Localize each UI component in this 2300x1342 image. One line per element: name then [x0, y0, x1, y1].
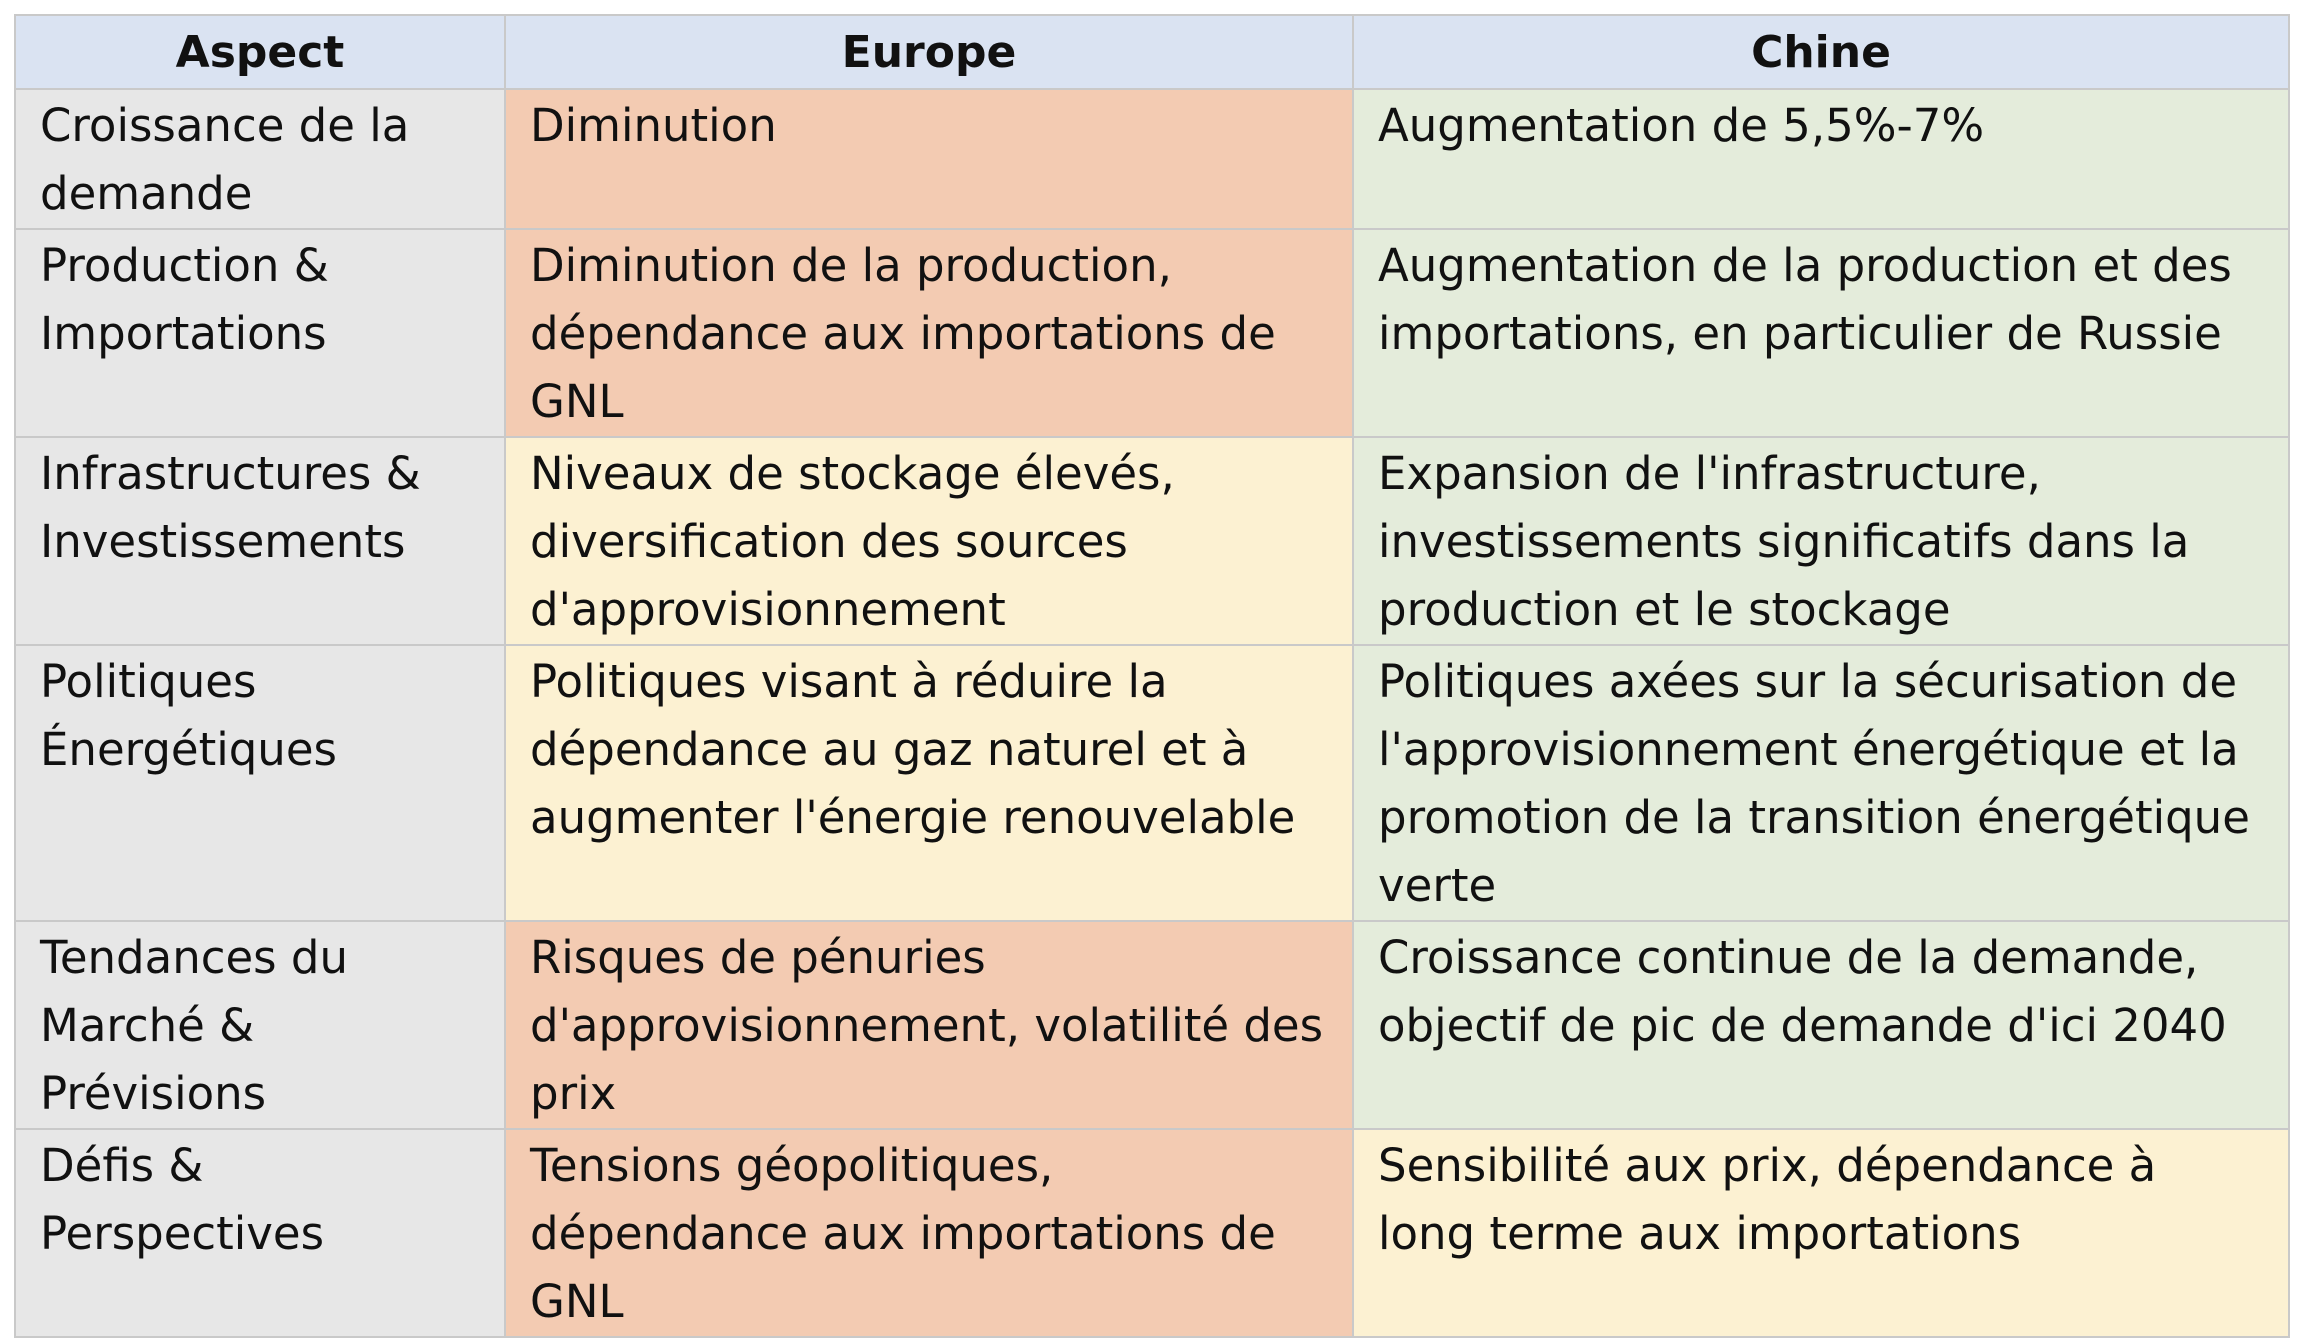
chine-cell: Sensibilité aux prix, dépendance à long …: [1352, 1128, 2290, 1338]
chine-cell: Croissance continue de la demande, objec…: [1352, 920, 2290, 1130]
europe-cell: Diminution: [504, 88, 1354, 230]
europe-cell: Niveaux de stockage élevés, diversificat…: [504, 436, 1354, 646]
header-row: Aspect Europe Chine: [14, 14, 2290, 90]
table-row: Tendances du Marché & Prévisions Risques…: [14, 920, 2290, 1130]
aspect-cell: Politiques Énergétiques: [14, 644, 506, 922]
header-europe: Europe: [504, 14, 1354, 90]
europe-cell: Politiques visant à réduire la dépendanc…: [504, 644, 1354, 922]
chine-cell: Augmentation de la production et des imp…: [1352, 228, 2290, 438]
europe-cell: Tensions géopolitiques, dépendance aux i…: [504, 1128, 1354, 1338]
chine-cell: Expansion de l'infrastructure, investiss…: [1352, 436, 2290, 646]
aspect-cell: Infrastructures & Investissements: [14, 436, 506, 646]
chine-cell: Augmentation de 5,5%-7%: [1352, 88, 2290, 230]
table-row: Défis & Perspectives Tensions géopolitiq…: [14, 1128, 2290, 1338]
table-row: Croissance de la demande Diminution Augm…: [14, 88, 2290, 230]
aspect-cell: Croissance de la demande: [14, 88, 506, 230]
table-row: Infrastructures & Investissements Niveau…: [14, 436, 2290, 646]
comparison-table: Aspect Europe Chine Croissance de la dem…: [14, 14, 2290, 1338]
aspect-cell: Défis & Perspectives: [14, 1128, 506, 1338]
europe-cell: Risques de pénuries d'approvisionnement,…: [504, 920, 1354, 1130]
chine-cell: Politiques axées sur la sécurisation de …: [1352, 644, 2290, 922]
header-aspect: Aspect: [14, 14, 506, 90]
header-chine: Chine: [1352, 14, 2290, 90]
europe-cell: Diminution de la production, dépendance …: [504, 228, 1354, 438]
aspect-cell: Production & Importations: [14, 228, 506, 438]
table-row: Production & Importations Diminution de …: [14, 228, 2290, 438]
aspect-cell: Tendances du Marché & Prévisions: [14, 920, 506, 1130]
table-row: Politiques Énergétiques Politiques visan…: [14, 644, 2290, 922]
